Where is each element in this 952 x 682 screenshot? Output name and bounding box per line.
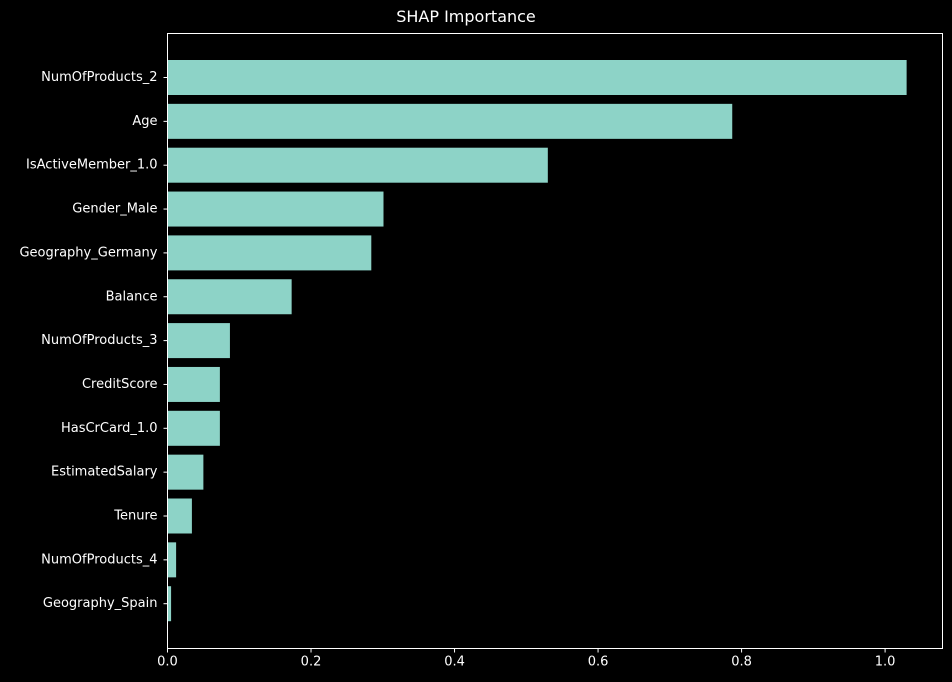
bar-geography-germany [167, 235, 372, 271]
y-tick-label: NumOfProducts_3 [41, 333, 157, 348]
x-tick-label: 0.6 [588, 655, 609, 670]
bar-tenure [167, 498, 192, 534]
y-tick-label: IsActiveMember_1.0 [26, 158, 157, 173]
chart-title: SHAP Importance [396, 7, 536, 26]
y-tick-label: NumOfProducts_4 [41, 552, 157, 567]
y-tick-labels: NumOfProducts_2 Age IsActiveMember_1.0 Gend… [19, 70, 168, 611]
bar-gender-male [167, 191, 384, 227]
bar-numofproducts-2 [167, 60, 907, 95]
x-tick-label: 1.0 [875, 655, 896, 670]
x-tick-label: 0.4 [444, 655, 465, 670]
y-tick-label: Gender_Male [72, 202, 157, 217]
bars-layer [167, 60, 907, 622]
y-tick-label: CreditScore [82, 377, 158, 392]
bar-age [167, 103, 733, 139]
bar-isactivemember-1-0 [167, 147, 548, 183]
y-tick-label: HasCrCard_1.0 [61, 421, 158, 436]
x-tick-label: 0.2 [301, 655, 322, 670]
y-tick-label: EstimatedSalary [51, 465, 158, 480]
axes-frame [167, 33, 943, 649]
y-tick-label: Geography_Germany [19, 245, 157, 260]
bar-creditscore [167, 366, 220, 402]
bar-balance [167, 279, 292, 315]
x-ticks: 0.0 0.2 0.4 0.6 0.8 1.0 [157, 648, 896, 670]
x-tick-label: 0.8 [731, 655, 752, 670]
bar-numofproducts-4 [167, 542, 177, 578]
bar-numofproducts-3 [167, 323, 230, 359]
bar-hascrcard-1-0 [167, 410, 220, 446]
bar-estimatedsalary [167, 454, 204, 490]
y-tick-label: NumOfProducts_2 [41, 70, 157, 85]
y-tick-label: Age [132, 114, 157, 129]
x-tick-label: 0.0 [157, 655, 178, 670]
bar-geography-spain [167, 586, 172, 622]
y-tick-label: Balance [106, 289, 158, 304]
y-tick-label: Geography_Spain [43, 596, 158, 611]
y-tick-label: Tenure [113, 509, 157, 524]
